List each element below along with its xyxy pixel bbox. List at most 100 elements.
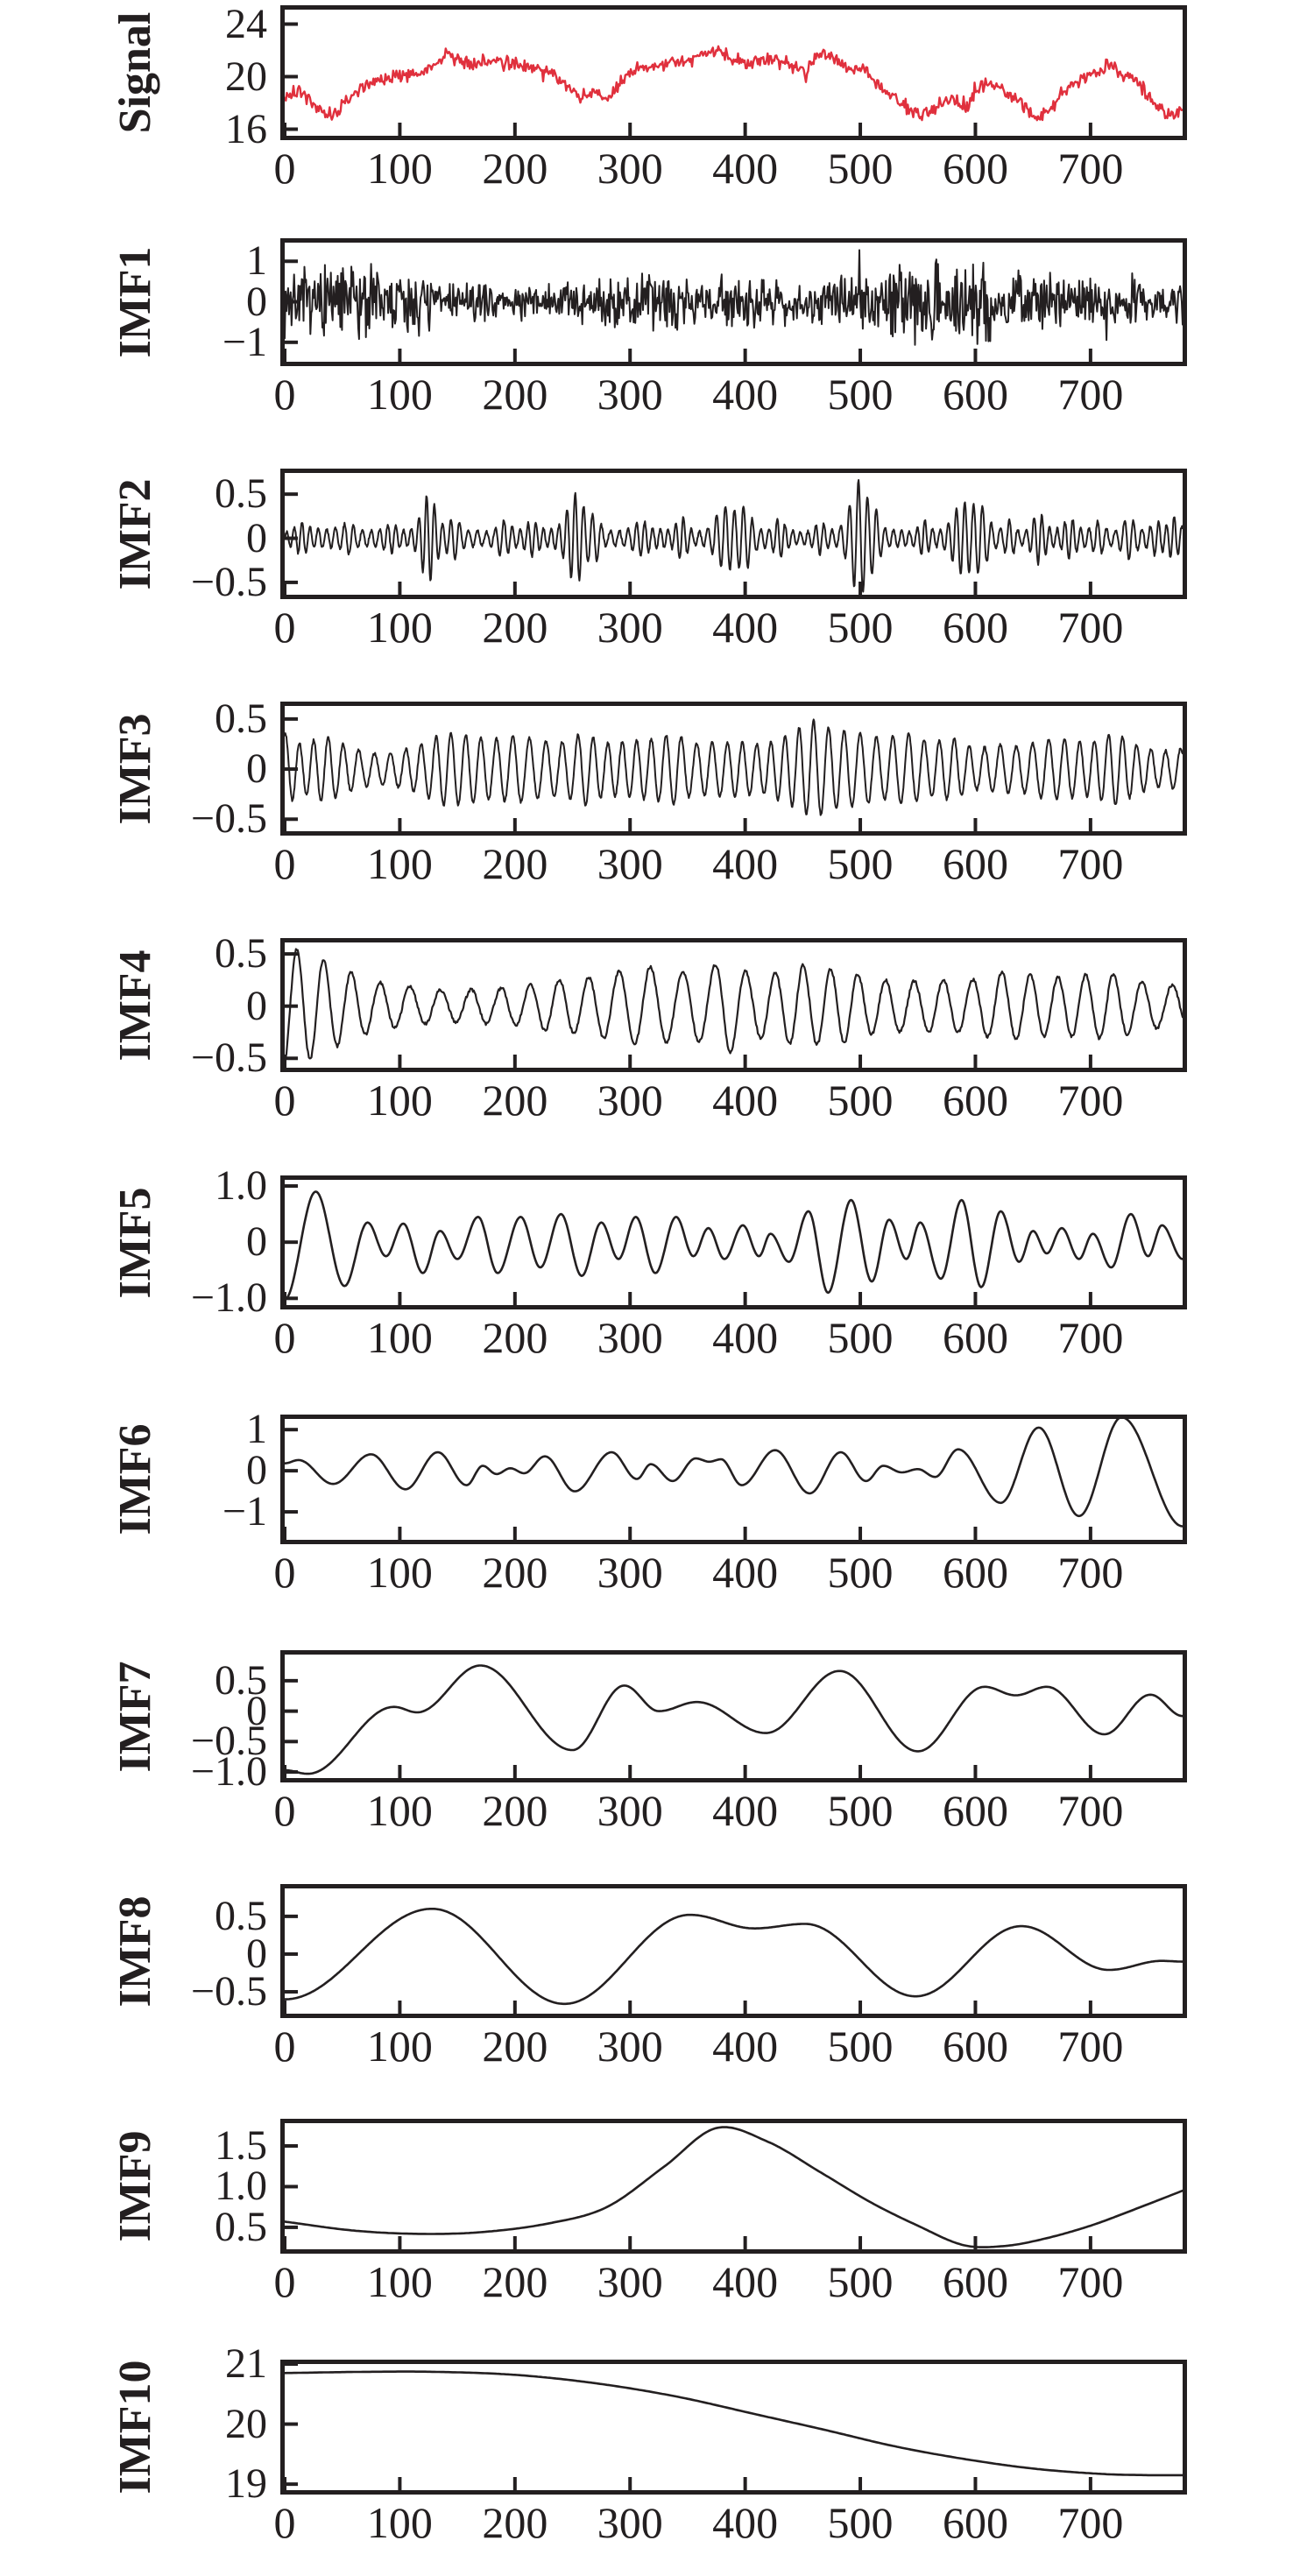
ytick-label-imf10: 19 (225, 2460, 267, 2508)
imf7-curve (285, 1664, 1183, 1775)
ytick-label-imf9: 1.5 (215, 2122, 267, 2169)
plot-svg-imf10 (285, 2364, 1183, 2490)
ytick-label-imf9: 0.5 (215, 2203, 267, 2250)
plot-area-imf2 (280, 469, 1187, 599)
xtick-label-imf3: 600 (942, 839, 1008, 888)
ytick-label-imf5: −1.0 (190, 1274, 267, 1322)
xtick-label-imf10: 0 (273, 2498, 296, 2547)
xtick-label-imf9: 200 (482, 2257, 548, 2306)
plot-area-signal (280, 5, 1187, 140)
ytick-label-imf3: 0 (246, 745, 267, 793)
xtick-label-imf3: 100 (366, 839, 433, 888)
plot-area-imf5 (280, 1175, 1187, 1309)
ytick-label-imf2: 0.5 (215, 470, 267, 518)
xtick-label-imf2: 300 (597, 603, 663, 652)
imf6-curve (285, 1419, 1183, 1528)
xtick-label-imf6: 500 (827, 1548, 894, 1597)
ytick-label-signal: 20 (225, 53, 267, 100)
xtick-label-imf7: 0 (273, 1786, 296, 1835)
xtick-label-imf9: 300 (597, 2257, 663, 2306)
plot-svg-imf8 (285, 1908, 1183, 2014)
plot-area-imf8 (280, 1884, 1187, 2018)
xtick-label-imf2: 600 (942, 603, 1008, 652)
xtick-label-imf5: 500 (827, 1313, 894, 1362)
xtick-label-imf10: 500 (827, 2498, 894, 2547)
ytick-label-imf9: 1.0 (215, 2163, 267, 2210)
xtick-label-imf10: 300 (597, 2498, 663, 2547)
xtick-label-imf3: 700 (1057, 839, 1124, 888)
ytick-label-signal: 24 (225, 0, 267, 47)
xtick-label-signal: 200 (482, 144, 548, 193)
xtick-label-imf8: 0 (273, 2022, 296, 2071)
xtick-label-imf9: 700 (1057, 2257, 1124, 2306)
xtick-label-imf6: 100 (366, 1548, 433, 1597)
plot-area-imf1 (280, 238, 1187, 366)
xtick-label-imf1: 300 (597, 370, 663, 419)
xtick-label-imf1: 100 (366, 370, 433, 419)
ytick-label-imf4: −0.5 (190, 1034, 267, 1082)
ytick-label-imf7: 0.5 (215, 1656, 267, 1704)
xtick-label-imf3: 400 (712, 839, 779, 888)
xtick-label-imf9: 600 (942, 2257, 1008, 2306)
xtick-label-imf6: 300 (597, 1548, 663, 1597)
ytick-label-imf8: −0.5 (190, 1968, 267, 2015)
xtick-label-imf5: 300 (597, 1313, 663, 1362)
xtick-label-imf2: 700 (1057, 603, 1124, 652)
xtick-label-imf10: 100 (366, 2498, 433, 2547)
xtick-label-imf2: 0 (273, 603, 296, 652)
imf8-curve (285, 1908, 1183, 2006)
xtick-label-imf4: 200 (482, 1076, 548, 1125)
plot-svg-imf7 (285, 1664, 1183, 1778)
xtick-label-imf8: 500 (827, 2022, 894, 2071)
imf9-curve (285, 2126, 1183, 2248)
xtick-label-imf8: 700 (1057, 2022, 1124, 2071)
ytick-label-imf6: 1 (246, 1406, 267, 1453)
xtick-label-imf2: 400 (712, 603, 779, 652)
xtick-label-imf5: 0 (273, 1313, 296, 1362)
xtick-label-imf1: 600 (942, 370, 1008, 419)
xtick-label-imf1: 200 (482, 370, 548, 419)
xtick-label-imf1: 400 (712, 370, 779, 419)
plot-svg-signal (285, 22, 1183, 136)
xtick-label-imf8: 600 (942, 2022, 1008, 2071)
xtick-label-signal: 300 (597, 144, 663, 193)
xtick-label-imf6: 600 (942, 1548, 1008, 1597)
ytick-label-imf10: 21 (225, 2340, 267, 2387)
imf5-curve (285, 1190, 1183, 1301)
plot-svg-imf5 (285, 1184, 1183, 1305)
xtick-label-signal: 100 (366, 144, 433, 193)
ytick-label-imf5: 1.0 (215, 1162, 267, 1210)
plot-area-imf4 (280, 938, 1187, 1072)
ytick-label-imf1: 0 (246, 278, 267, 325)
xtick-label-imf3: 200 (482, 839, 548, 888)
ytick-label-imf7: −0.5 (190, 1718, 267, 1765)
xtick-label-imf10: 600 (942, 2498, 1008, 2547)
xtick-label-imf5: 700 (1057, 1313, 1124, 1362)
xtick-label-imf3: 0 (273, 839, 296, 888)
xtick-label-imf10: 700 (1057, 2498, 1124, 2547)
plot-svg-imf9 (285, 2126, 1183, 2249)
xtick-label-imf9: 400 (712, 2257, 779, 2306)
ytick-label-imf4: 0.5 (215, 930, 267, 977)
xtick-label-imf7: 500 (827, 1786, 894, 1835)
xtick-label-imf5: 600 (942, 1313, 1008, 1362)
xtick-label-signal: 500 (827, 144, 894, 193)
xtick-label-imf6: 700 (1057, 1548, 1124, 1597)
ytick-label-signal: 16 (225, 105, 267, 152)
xtick-label-imf9: 500 (827, 2257, 894, 2306)
xtick-label-imf7: 100 (366, 1786, 433, 1835)
imf3-curve (285, 718, 1183, 816)
plot-svg-imf2 (285, 479, 1183, 595)
ytick-label-imf2: −0.5 (190, 558, 267, 605)
xtick-label-imf4: 100 (366, 1076, 433, 1125)
imf10-curve (285, 2370, 1183, 2477)
xtick-label-imf6: 0 (273, 1548, 296, 1597)
xtick-label-imf6: 200 (482, 1548, 548, 1597)
xtick-label-signal: 0 (273, 144, 296, 193)
ytick-label-imf4: 0 (246, 982, 267, 1029)
plot-svg-imf6 (285, 1419, 1183, 1540)
ytick-label-imf8: 0 (246, 1930, 267, 1977)
imf1-curve (285, 249, 1183, 346)
xtick-label-imf5: 200 (482, 1313, 548, 1362)
